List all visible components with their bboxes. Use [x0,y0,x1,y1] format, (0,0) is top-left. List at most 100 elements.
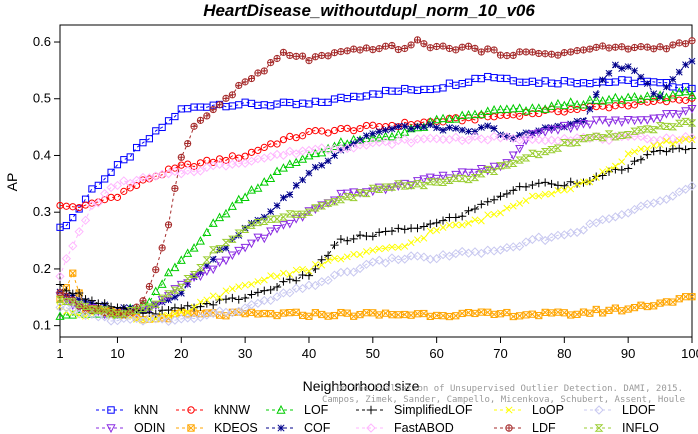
data-point [400,225,409,234]
data-point [356,310,364,319]
data-point [560,181,569,190]
data-point [343,253,351,261]
data-point [535,127,543,135]
data-point [554,51,562,59]
data-point [80,215,91,225]
data-point [521,182,531,191]
data-point [279,213,288,221]
data-point [183,313,193,323]
data-point [189,270,199,279]
data-point [164,305,173,315]
data-point [279,309,288,317]
data-point [419,175,429,184]
data-point [133,143,141,152]
data-point [681,117,690,126]
data-point [311,53,319,61]
data-point [350,312,358,320]
data-point [183,279,193,288]
data-point [164,290,173,298]
data-point [675,137,683,145]
data-point [106,316,116,326]
data-point [311,309,319,317]
data-point [387,183,397,191]
data-point [508,133,518,143]
data-point [343,124,351,132]
data-point [240,192,250,201]
data-point [183,301,192,310]
data-point [247,74,256,83]
data-point [81,302,90,311]
data-point [439,126,447,134]
data-point [630,101,639,109]
data-point [662,122,671,131]
data-point [342,193,352,201]
data-point [591,218,601,228]
data-point [674,135,684,146]
data-point [439,224,447,231]
data-point [580,178,587,186]
data-point [106,309,116,317]
legend-item-LDOF: LDOF [584,403,656,417]
data-point [547,125,557,135]
data-point [483,197,492,206]
data-point [298,270,307,280]
data-point [119,310,129,318]
data-point [662,45,671,53]
data-point [548,190,556,198]
data-point [605,69,613,77]
data-point [228,91,236,99]
data-point [221,238,231,247]
data-point [656,141,664,149]
data-point [324,157,332,165]
data-point [591,95,601,104]
data-point [484,45,492,53]
x-tick-label: 10 [110,346,124,361]
x-tick-label: 100 [681,346,698,361]
data-point [68,241,78,251]
data-point [465,127,473,135]
data-point [331,152,338,159]
data-point [624,164,633,173]
data-point [164,221,173,229]
data-point [120,187,128,195]
data-point [171,293,179,301]
data-point [125,306,135,315]
data-point [630,157,639,166]
data-point [496,51,505,59]
data-point [490,195,499,204]
data-point [93,306,103,314]
data-point [637,301,645,309]
data-point [157,314,167,324]
data-point [444,114,454,123]
data-point [661,92,671,102]
data-point [215,212,225,222]
data-point [636,116,646,125]
data-point [260,213,268,221]
data-point [323,275,333,285]
data-point [74,227,84,237]
data-point [489,167,499,175]
data-point [246,185,257,194]
data-point [394,243,402,251]
data-point [592,305,600,314]
legend-label: KDEOS [214,421,258,434]
data-point [515,241,525,251]
data-point [241,281,249,289]
data-point [546,135,557,145]
data-point [93,312,103,322]
data-point [687,144,697,153]
data-point [521,237,531,247]
data-point [170,286,180,294]
data-point [451,114,461,123]
data-point [412,134,423,144]
data-point [661,133,672,143]
data-point [534,103,544,112]
data-point [630,304,639,312]
x-tick-label: 20 [174,346,188,361]
data-point [202,256,212,264]
data-point [636,126,646,134]
data-point [375,245,383,253]
legend: kNN kNNW LOF SimplifiedLOF LoOP LDOF ODIN KDEOS… [96,403,659,434]
data-point [113,193,122,201]
data-point [681,145,690,154]
